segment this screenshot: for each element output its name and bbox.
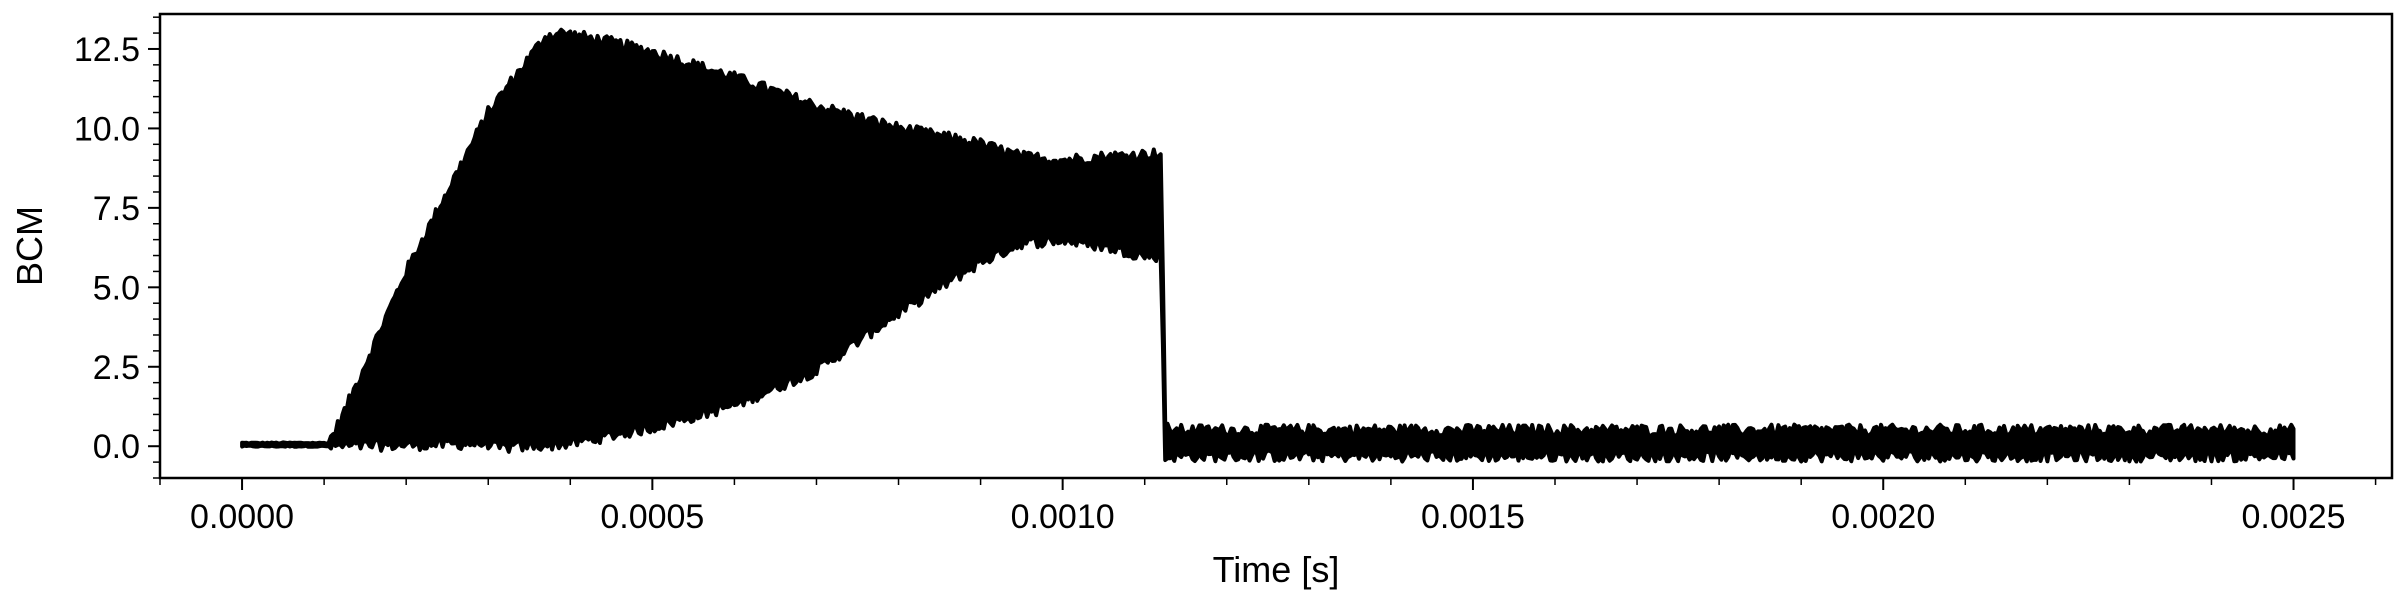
- y-tick-label: 2.5: [93, 349, 140, 387]
- y-tick-label: 7.5: [93, 190, 140, 228]
- x-tick-label: 0.0005: [600, 498, 704, 536]
- y-tick-label: 0.0: [93, 428, 140, 466]
- x-tick-label: 0.0015: [1421, 498, 1525, 536]
- plot-frame: [158, 12, 2394, 480]
- x-axis: 0.0000 0.0005 0.0010 0.0015 0.0020 0.0025: [159, 478, 2377, 536]
- x-tick-label: 0.0025: [2242, 498, 2346, 536]
- y-tick-label: 12.5: [74, 31, 140, 69]
- y-tick-label: 5.0: [93, 269, 140, 307]
- bcm-signal-band: [240, 27, 2296, 464]
- x-tick-label: 0.0010: [1011, 498, 1115, 536]
- y-axis: 0.0 2.5 5.0 7.5 10.0 12.5: [74, 16, 160, 479]
- x-tick-label: 0.0020: [1831, 498, 1935, 536]
- y-tick-label: 10.0: [74, 110, 140, 148]
- y-axis-label: BCM: [9, 206, 50, 286]
- x-axis-label: Time [s]: [1213, 549, 1340, 590]
- plot-area: [240, 27, 2296, 464]
- x-tick-label: 0.0000: [190, 498, 294, 536]
